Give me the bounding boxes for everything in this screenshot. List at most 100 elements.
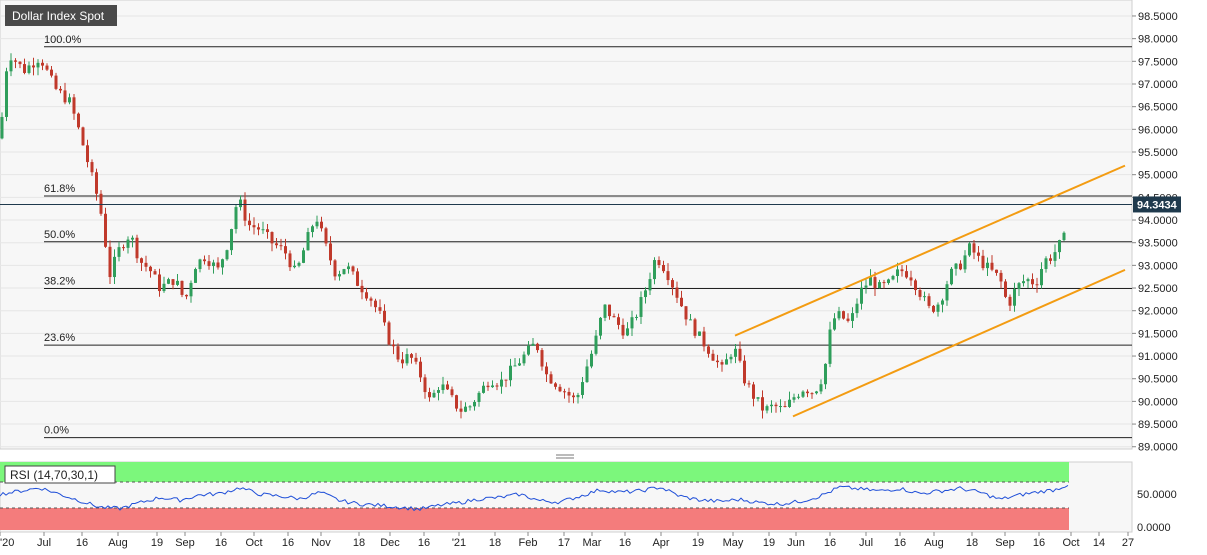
time-tick-label-5: Sep [175,537,195,549]
candle-body-16 [72,97,76,114]
candle-body-43 [194,269,197,283]
candle-body-131 [590,353,593,367]
channel-upper-line [734,164,1126,337]
candle-body-230 [1035,284,1039,286]
candle-body-62 [279,245,283,247]
candle-body-209 [941,300,944,305]
candle-body-83 [374,300,377,308]
candle-body-169 [761,397,764,411]
candle-body-68 [306,232,310,251]
candle-body-218 [981,255,985,269]
candle-body-202 [909,277,913,281]
candle-body-96 [432,392,436,398]
candle-body-156 [702,331,706,347]
candle-body-34 [153,271,157,275]
time-tick-label-8: 16 [282,537,294,549]
candle-body-224 [1008,296,1012,306]
candle-body-24 [108,246,112,278]
candle-body-84 [378,307,382,311]
candle-body-52 [234,207,238,230]
candle-body-15 [68,97,71,103]
price-tick-label-7: 95.0000 [1138,170,1178,182]
candle-body-190 [855,303,859,314]
price-tick-label-4: 96.5000 [1138,102,1178,114]
candle-body-113 [509,365,512,381]
time-tick-label-21: May [723,537,744,549]
price-tick-label-11: 93.0000 [1138,260,1178,272]
candle-body-120 [540,350,544,367]
candle-body-232 [1044,258,1048,270]
candle-body-73 [329,243,332,261]
candle-body-1 [5,71,8,117]
candle-body-32 [144,262,148,267]
candle-body-130 [585,366,589,383]
price-tick-label-10: 93.5000 [1138,238,1178,250]
candle-body-201 [905,271,908,278]
candle-body-174 [783,406,787,408]
candle-body-14 [63,90,67,103]
fib-label-0: 100.0% [44,34,82,46]
candle-body-159 [716,360,719,363]
time-tick-label-0: '20 [0,537,14,549]
price-tick-label-1: 98.0000 [1138,34,1178,46]
candle-body-82 [369,298,373,301]
candle-body-98 [441,384,445,391]
candle-body-104 [468,406,472,408]
candle-body-69 [311,226,314,233]
time-tick-label-33: 27 [1122,537,1134,549]
candle-body-6 [27,65,31,73]
chart-title: Dollar Index Spot [12,9,105,23]
candle-body-61 [275,243,278,246]
candle-body-206 [927,296,931,306]
candle-body-8 [36,62,40,68]
time-tick-label-11: Dec [380,537,400,549]
candle-body-179 [806,391,809,394]
candle-body-165 [743,360,746,384]
time-tick-label-12: 16 [418,537,430,549]
candle-body-38 [171,279,175,285]
candle-body-146 [657,260,661,266]
candle-body-81 [365,292,368,299]
candle-body-19 [86,145,89,163]
candle-body-213 [959,263,962,270]
candle-body-97 [437,390,440,393]
candle-body-193 [869,277,872,286]
candle-body-42 [189,282,193,297]
candle-body-18 [81,127,85,146]
candle-body-109 [491,385,494,388]
candle-body-106 [477,392,481,402]
candle-body-215 [968,243,971,256]
time-tick-label-14: 18 [489,537,501,549]
candle-body-134 [603,304,607,318]
candle-body-158 [711,353,715,361]
time-tick-label-17: Mar [583,537,602,549]
candle-body-185 [833,318,836,330]
candle-body-175 [788,399,791,407]
time-tick-label-15: Feb [519,537,538,549]
candle-body-142 [639,297,643,317]
candle-body-235 [1058,240,1061,253]
candle-body-140 [630,317,634,329]
candle-body-203 [914,280,917,291]
candle-body-152 [684,306,688,320]
candle-body-102 [459,408,463,412]
candle-body-195 [878,282,881,289]
candle-body-204 [918,290,922,297]
candle-body-170 [765,406,769,411]
candle-body-182 [819,384,823,392]
candle-body-133 [599,317,602,336]
fib-label-5: 0.0% [44,425,69,437]
candle-body-36 [162,283,166,292]
candle-body-121 [545,366,548,375]
candle-body-198 [891,276,895,280]
candle-body-89 [401,359,404,364]
candle-body-199 [896,269,899,277]
price-tick-label-3: 97.0000 [1138,79,1178,91]
time-axis: '20 Jul 16 Aug 19 Sep 16 Oct 16 Nov 18 Dec 16 '21 18 Fe… [0,532,1134,549]
candle-body-72 [324,228,328,244]
candle-body-123 [554,383,557,387]
candle-body-177 [797,396,800,398]
candle-body-100 [450,389,454,396]
